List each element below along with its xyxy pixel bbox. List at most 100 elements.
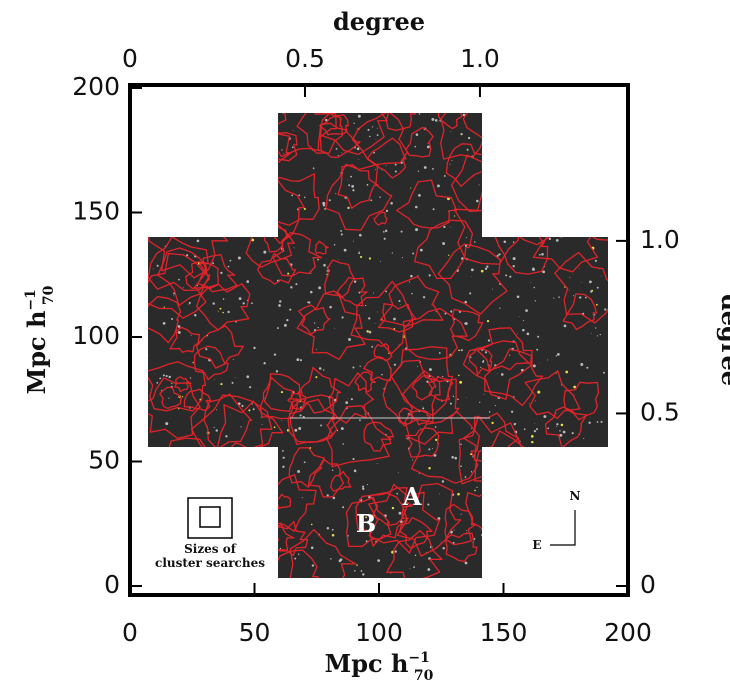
star bbox=[214, 378, 216, 380]
star bbox=[539, 253, 541, 256]
star bbox=[437, 517, 441, 520]
star bbox=[230, 220, 234, 223]
star bbox=[568, 484, 571, 487]
star bbox=[467, 136, 471, 140]
star bbox=[489, 548, 492, 551]
star bbox=[314, 322, 316, 324]
star bbox=[595, 303, 598, 306]
contour bbox=[558, 460, 608, 508]
star bbox=[581, 282, 583, 283]
star bbox=[366, 484, 368, 486]
star bbox=[519, 116, 523, 120]
star bbox=[414, 554, 417, 556]
star bbox=[415, 205, 418, 209]
star bbox=[309, 447, 312, 449]
star bbox=[197, 184, 199, 186]
star bbox=[219, 467, 222, 469]
star bbox=[545, 178, 548, 181]
star bbox=[358, 251, 360, 253]
star bbox=[340, 233, 343, 236]
star bbox=[544, 266, 546, 268]
star bbox=[566, 573, 567, 575]
star bbox=[497, 240, 499, 242]
star bbox=[276, 327, 279, 329]
star bbox=[503, 240, 507, 243]
compass-e: E bbox=[532, 538, 541, 552]
star bbox=[525, 537, 528, 541]
star bbox=[192, 361, 194, 364]
star bbox=[347, 398, 349, 399]
star bbox=[283, 323, 287, 327]
star bbox=[544, 187, 547, 191]
star bbox=[317, 258, 319, 261]
contour bbox=[414, 219, 474, 280]
star bbox=[227, 265, 230, 268]
star bbox=[385, 209, 389, 213]
star bbox=[189, 142, 192, 145]
star bbox=[385, 165, 387, 167]
star bbox=[470, 453, 473, 456]
contour bbox=[508, 187, 530, 205]
star bbox=[184, 162, 186, 164]
contour bbox=[193, 345, 229, 381]
star bbox=[316, 348, 318, 350]
star bbox=[555, 413, 557, 414]
star bbox=[271, 556, 273, 558]
star bbox=[375, 138, 377, 140]
star bbox=[310, 523, 313, 526]
star bbox=[340, 230, 342, 232]
star bbox=[553, 525, 557, 529]
y2-label: degree bbox=[716, 294, 730, 386]
star bbox=[307, 259, 309, 261]
contour bbox=[445, 143, 489, 187]
star bbox=[536, 428, 538, 431]
star bbox=[543, 464, 545, 466]
contour bbox=[385, 113, 417, 131]
star bbox=[603, 470, 606, 473]
star bbox=[531, 440, 534, 444]
star bbox=[368, 495, 371, 499]
star bbox=[271, 551, 275, 555]
star bbox=[205, 348, 208, 351]
star bbox=[269, 216, 272, 218]
star bbox=[419, 248, 423, 252]
star bbox=[258, 126, 262, 129]
star bbox=[532, 267, 534, 268]
star bbox=[600, 275, 602, 277]
star bbox=[432, 167, 434, 170]
star bbox=[484, 530, 486, 532]
star bbox=[178, 204, 181, 207]
star bbox=[156, 381, 159, 384]
star bbox=[460, 465, 462, 468]
star bbox=[350, 175, 352, 178]
star bbox=[230, 414, 232, 416]
star bbox=[375, 169, 376, 171]
contour bbox=[148, 236, 211, 292]
star bbox=[440, 541, 442, 543]
star bbox=[536, 348, 539, 351]
star bbox=[359, 419, 361, 422]
star bbox=[354, 570, 356, 572]
star bbox=[281, 450, 284, 452]
star bbox=[571, 432, 574, 435]
star bbox=[398, 511, 402, 515]
star bbox=[431, 117, 435, 121]
contour bbox=[148, 377, 201, 440]
star bbox=[322, 369, 325, 371]
star bbox=[481, 533, 484, 537]
star bbox=[199, 192, 202, 194]
star bbox=[486, 319, 490, 323]
star bbox=[487, 492, 490, 495]
star bbox=[432, 208, 435, 211]
contour bbox=[296, 292, 366, 361]
star bbox=[458, 374, 460, 377]
star bbox=[466, 529, 468, 532]
y-tick-label: 0 bbox=[104, 570, 120, 599]
contour bbox=[363, 356, 392, 382]
star bbox=[588, 421, 591, 424]
star bbox=[318, 286, 322, 290]
contour bbox=[287, 389, 307, 410]
star bbox=[202, 340, 203, 341]
star bbox=[357, 114, 361, 118]
